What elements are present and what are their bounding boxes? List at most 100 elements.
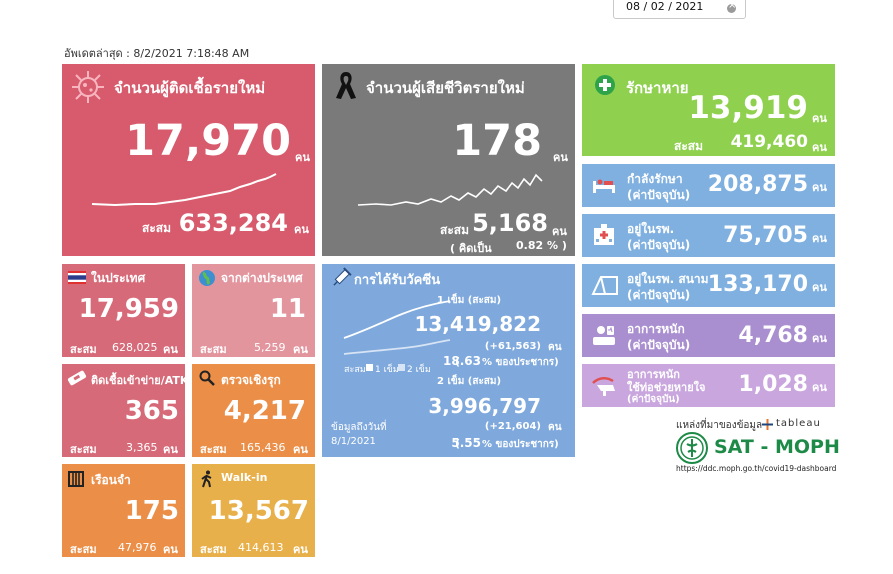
ventilator-value: 1,028 <box>738 372 808 397</box>
legend-dose1-swatch <box>366 364 373 371</box>
patient-icon <box>593 326 615 345</box>
tent-icon <box>591 276 618 295</box>
source-url[interactable]: https://ddc.moph.go.th/covid19-dashboard <box>676 464 837 473</box>
legend-dose2-swatch <box>398 364 405 371</box>
new-deaths-cum-value: 5,168 <box>472 209 548 237</box>
field-hospital-unit: คน <box>812 281 827 294</box>
prison-cum-unit: คน <box>163 543 178 556</box>
treating-value: 208,875 <box>707 172 808 197</box>
active-search-cum-label: สะสม <box>200 443 227 456</box>
test-kit-icon <box>67 370 87 386</box>
new-deaths-card: จำนวนผู้เสียชีวิตรายใหม่ 178 คน สะสม 5,1… <box>322 64 575 256</box>
ribbon-icon <box>336 72 356 99</box>
date-filter[interactable]: 08 / 02 / 2021 <box>613 0 746 19</box>
ventilator-card: อาการหนัก ใช้ท่อช่วยหายใจ (ค่าปัจจุบัน) … <box>582 364 835 407</box>
new-deaths-unit: คน <box>553 151 568 164</box>
dose2-daily: (+21,604) <box>484 421 541 432</box>
walkin-cum-value: 414,613 <box>238 541 284 554</box>
new-cases-value: 17,970 <box>125 116 291 166</box>
vaccine-chart <box>343 300 451 355</box>
severe-value: 4,768 <box>738 323 808 348</box>
dose1-pct-open: ( <box>455 355 461 368</box>
atk-cum-value: 3,365 <box>126 441 158 454</box>
last-updated: อัพเดตล่าสุด : 8/2/2021 7:18:48 AM <box>64 47 250 60</box>
atk-card: ติดเชื้อเข้าข่าย/ATK 365 สะสม 3,365 คน <box>62 364 188 457</box>
prison-bars-icon <box>68 471 84 487</box>
new-cases-title: จำนวนผู้ติดเชื้อรายใหม่ <box>114 79 266 97</box>
recovered-cum-label: สะสม <box>674 139 704 153</box>
domestic-title: ในประเทศ <box>91 271 146 285</box>
hospital-value: 75,705 <box>723 223 808 248</box>
new-cases-cum-value: 633,284 <box>178 209 288 237</box>
hospital-icon <box>594 224 614 245</box>
treating-line1: กำลังรักษา <box>627 172 683 186</box>
new-deaths-cum-unit: คน <box>552 225 567 238</box>
dose1-daily: (+61,563) <box>484 341 541 352</box>
foreign-card: จากต่างประเทศ 11 สะสม 5,259 คน <box>192 264 315 357</box>
treating-card: กำลังรักษา (ค่าปัจจุบัน) 208,875 คน <box>582 164 835 207</box>
prison-value: 175 <box>124 496 179 526</box>
dose1-value: 13,419,822 <box>414 312 541 336</box>
recovered-card: รักษาหาย 13,919 คน สะสม 419,460 คน <box>582 64 835 156</box>
bed-icon <box>593 179 615 193</box>
walkin-cum-label: สะสม <box>200 543 227 556</box>
foreign-title: จากต่างประเทศ <box>221 271 303 285</box>
walkin-title: Walk-in <box>221 471 268 484</box>
hospital-unit: คน <box>812 232 827 245</box>
foreign-cum-value: 5,259 <box>254 341 286 354</box>
domestic-cum-value: 628,025 <box>112 341 158 354</box>
foreign-cum-unit: คน <box>293 343 308 356</box>
severe-unit: คน <box>812 332 827 345</box>
new-cases-card: จำนวนผู้ติดเชื้อรายใหม่ 17,970 คน สะสม 6… <box>62 64 315 256</box>
vaccine-legend-prefix: สะสม <box>344 365 366 375</box>
active-search-value: 4,217 <box>223 396 306 426</box>
atk-cum-unit: คน <box>163 443 178 456</box>
recovered-cum-unit: คน <box>812 141 827 154</box>
dose1-unit: คน <box>548 342 562 353</box>
thai-flag-icon <box>68 271 86 284</box>
new-cases-sparkline <box>91 173 277 207</box>
dose1-label: 1 เข็ม (สะสม) <box>437 295 502 306</box>
vaccine-title: การได้รับวัคซีน <box>354 273 441 288</box>
walkin-card: Walk-in 13,567 สะสม 414,613 คน <box>192 464 315 557</box>
magnifier-icon <box>199 370 215 386</box>
new-deaths-title: จำนวนผู้เสียชีวิตรายใหม่ <box>366 79 525 97</box>
dose2-value: 3,996,797 <box>428 394 541 418</box>
ventilator-unit: คน <box>812 381 827 394</box>
atk-value: 365 <box>124 396 179 426</box>
moph-seal-icon <box>676 432 708 464</box>
active-search-cum-unit: คน <box>293 443 308 456</box>
domestic-cum-label: สะสม <box>70 343 97 356</box>
severe-card: อาการหนัก (ค่าปัจจุบัน) 4,768 คน <box>582 314 835 357</box>
dose2-pct-suffix: % ของประชากร) <box>482 439 559 450</box>
new-deaths-value: 178 <box>452 116 542 166</box>
dose1-pct: 18.63 <box>443 354 481 368</box>
hospital-line1: อยู่ในรพ. <box>627 222 675 236</box>
recovered-cum-value: 419,460 <box>730 132 808 152</box>
active-search-title: ตรวจเชิงรุก <box>221 373 281 387</box>
atk-cum-label: สะสม <box>70 443 97 456</box>
medical-cross-icon <box>595 75 615 95</box>
globe-icon <box>199 270 215 286</box>
recovered-value: 13,919 <box>688 90 808 126</box>
active-search-card: ตรวจเชิงรุก 4,217 สะสม 165,436 คน <box>192 364 315 457</box>
death-rate-close: % ) <box>547 239 567 252</box>
ventilator-line3: (ค่าปัจจุบัน) <box>627 394 680 405</box>
ventilator-icon <box>592 377 615 396</box>
recovered-unit: คน <box>812 112 827 125</box>
prison-cum-value: 47,976 <box>118 541 157 554</box>
dose2-pct: 5.55 <box>451 436 481 450</box>
domestic-cum-unit: คน <box>163 343 178 356</box>
prison-cum-label: สะสม <box>70 543 97 556</box>
foreign-value: 11 <box>269 294 306 324</box>
treating-line2: (ค่าปัจจุบัน) <box>627 188 691 202</box>
field-hospital-line2: (ค่าปัจจุบัน) <box>627 288 691 302</box>
syringe-icon <box>333 267 352 286</box>
severe-line1: อาการหนัก <box>627 322 685 336</box>
vaccine-asof-label: ข้อมูลถึงวันที่ <box>331 422 387 433</box>
field-hospital-value: 133,170 <box>707 272 808 297</box>
treating-unit: คน <box>812 181 827 194</box>
source-label: แหล่งที่มาของข้อมูล <box>676 420 763 431</box>
clear-date-icon[interactable] <box>727 0 736 13</box>
sat-moph-logo-text: SAT - MOPH <box>714 436 840 458</box>
